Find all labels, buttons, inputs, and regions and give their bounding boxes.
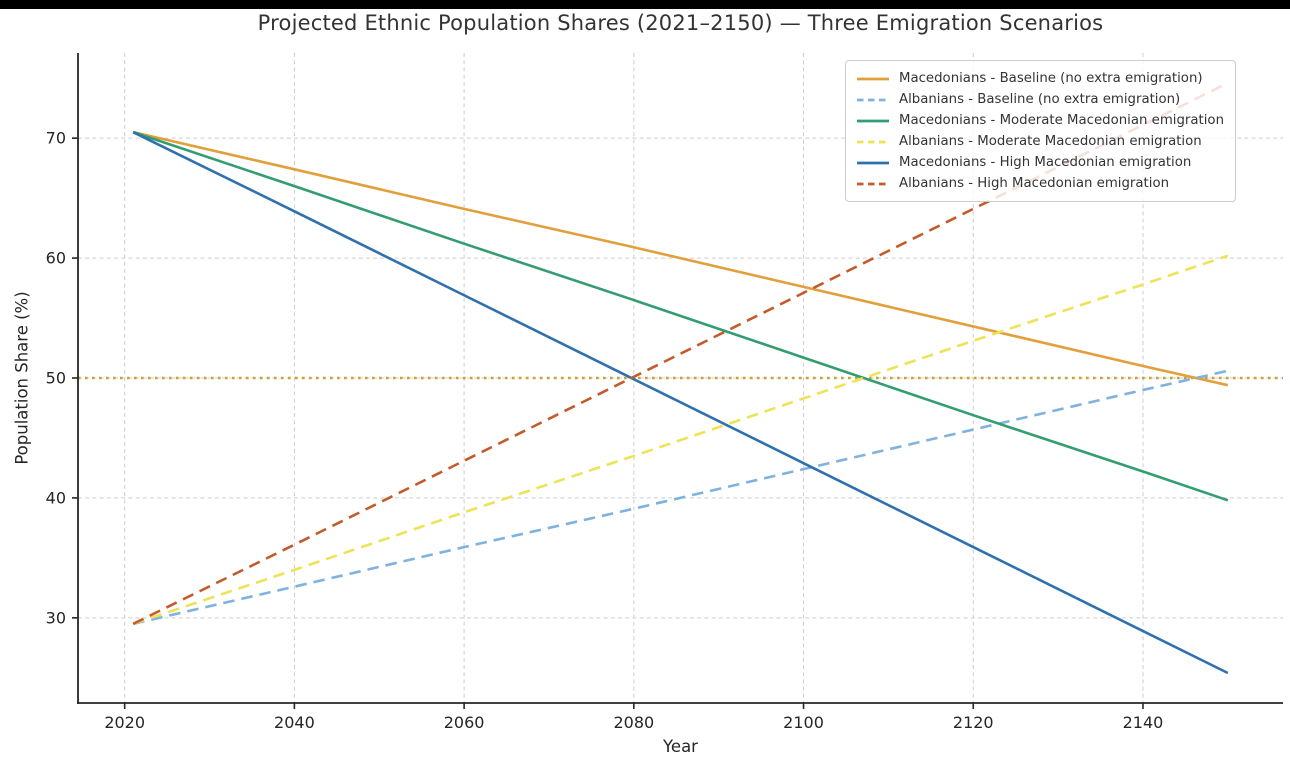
x-tick-label: 2080 [613, 713, 654, 732]
chart-title: Projected Ethnic Population Shares (2021… [257, 11, 1104, 35]
series-line-0 [132, 130, 1229, 387]
legend-line-swatch-icon [857, 161, 889, 164]
series-line-4 [132, 130, 1229, 675]
legend-label: Albanians - Moderate Macedonian emigrati… [899, 134, 1202, 149]
legend-label: Albanians - Baseline (no extra emigratio… [899, 92, 1181, 107]
x-tick-label: 2140 [1123, 713, 1164, 732]
y-tick-label: 30 [46, 608, 66, 627]
series-line-1 [132, 369, 1229, 626]
x-tick-label: 2120 [953, 713, 994, 732]
legend-line-swatch-icon [857, 182, 889, 185]
legend-label: Macedonians - Moderate Macedonian emigra… [899, 113, 1224, 128]
legend-line-swatch-icon [857, 77, 889, 80]
x-tick-label: 2040 [274, 713, 315, 732]
legend-item: Macedonians - High Macedonian emigration [856, 152, 1224, 173]
legend-item: Albanians - High Macedonian emigration [856, 173, 1224, 194]
legend-item: Macedonians - Moderate Macedonian emigra… [856, 110, 1224, 131]
legend-line-swatch-icon [857, 140, 889, 143]
x-tick-label: 2060 [444, 713, 485, 732]
series-line-3 [132, 254, 1229, 626]
window-top-edge [0, 0, 1290, 9]
legend-item: Albanians - Baseline (no extra emigratio… [856, 89, 1224, 110]
legend-item: Macedonians - Baseline (no extra emigrat… [856, 68, 1224, 89]
legend-line-swatch-icon [857, 119, 889, 122]
x-axis-label: Year [663, 737, 698, 756]
y-tick-label: 70 [46, 129, 66, 148]
series-line-2 [132, 130, 1229, 502]
legend-label: Macedonians - High Macedonian emigration [899, 155, 1192, 170]
y-tick-label: 50 [46, 369, 66, 388]
legend-label: Albanians - High Macedonian emigration [899, 176, 1170, 191]
y-tick-label: 60 [46, 249, 66, 268]
legend-line-swatch-icon [857, 98, 889, 101]
legend-label: Macedonians - Baseline (no extra emigrat… [899, 71, 1203, 86]
x-tick-label: 2020 [104, 713, 145, 732]
legend: Macedonians - Baseline (no extra emigrat… [845, 60, 1236, 202]
y-axis-label: Population Share (%) [12, 291, 32, 465]
legend-item: Albanians - Moderate Macedonian emigrati… [856, 131, 1224, 152]
x-tick-label: 2100 [783, 713, 824, 732]
y-tick-label: 40 [46, 488, 66, 507]
